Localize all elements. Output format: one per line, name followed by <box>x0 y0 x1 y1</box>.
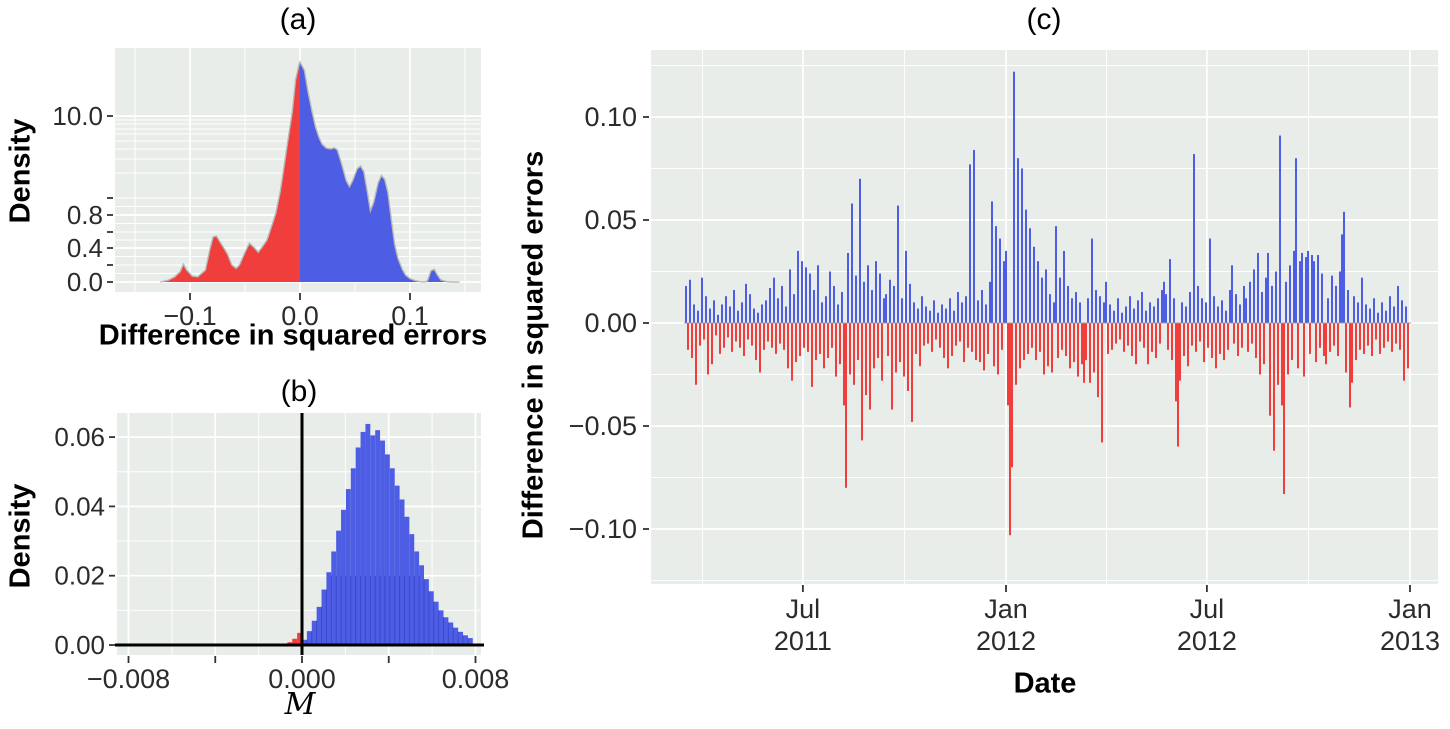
svg-text:Jul: Jul <box>786 594 821 624</box>
svg-text:0.4: 0.4 <box>67 233 103 263</box>
svg-text:Jul: Jul <box>1190 594 1225 624</box>
svg-text:0.06: 0.06 <box>54 422 105 452</box>
svg-text:0.00: 0.00 <box>54 630 105 660</box>
panel-b-histogram <box>287 423 473 645</box>
svg-text:0.10: 0.10 <box>584 102 637 132</box>
svg-text:Jan: Jan <box>1388 594 1432 624</box>
panel-c-ylabel: Difference in squared errors <box>517 150 550 540</box>
svg-text:0.04: 0.04 <box>54 491 105 521</box>
svg-text:0.1: 0.1 <box>391 301 429 331</box>
panel-b-xlabel: M <box>284 687 316 722</box>
svg-text:2013: 2013 <box>1380 626 1440 656</box>
panel-b-title: (b) <box>280 375 318 408</box>
panel-a-title: (a) <box>279 3 317 36</box>
svg-text:0.0: 0.0 <box>67 267 103 297</box>
panel-c-axis-ticks: 0.100.050.00−0.05−0.10Jul2011Jan2012Jul2… <box>569 102 1440 656</box>
panel-a-ylabel: Density <box>4 118 37 224</box>
svg-text:0.000: 0.000 <box>268 664 336 694</box>
svg-text:−0.1: −0.1 <box>163 301 216 331</box>
panel-b-ylabel: Density <box>4 483 37 589</box>
svg-text:0.8: 0.8 <box>67 200 103 230</box>
panel-b-reference-lines <box>115 413 484 655</box>
panel-c-title: (c) <box>1026 3 1062 36</box>
svg-text:−0.05: −0.05 <box>569 411 637 441</box>
panel-a-axis-ticks: 10.0 0.80.4 0.0 −0.1 0.0 0.1 <box>52 101 428 331</box>
panel-c-series-bars <box>684 71 1411 536</box>
svg-text:2011: 2011 <box>774 626 832 656</box>
panel-a-density-area <box>160 60 460 283</box>
svg-text:0.008: 0.008 <box>442 664 510 694</box>
svg-text:2012: 2012 <box>976 626 1036 656</box>
panel-c-xlabel: Date <box>1013 667 1077 700</box>
panel-a-xlabel: Difference in squared errors <box>98 319 488 352</box>
svg-text:0.0: 0.0 <box>281 301 319 331</box>
svg-text:−0.008: −0.008 <box>87 664 170 694</box>
panel-b-axis-ticks: 0.06 0.04 0.02 0.00 −0.008 0.000 0.008 <box>54 422 509 694</box>
svg-text:2012: 2012 <box>1177 626 1237 656</box>
svg-text:0.02: 0.02 <box>54 561 105 591</box>
svg-text:−0.10: −0.10 <box>569 514 637 544</box>
svg-text:0.05: 0.05 <box>584 205 637 235</box>
svg-text:0.00: 0.00 <box>584 308 637 338</box>
svg-text:10.0: 10.0 <box>52 101 103 131</box>
svg-text:Jan: Jan <box>984 594 1028 624</box>
